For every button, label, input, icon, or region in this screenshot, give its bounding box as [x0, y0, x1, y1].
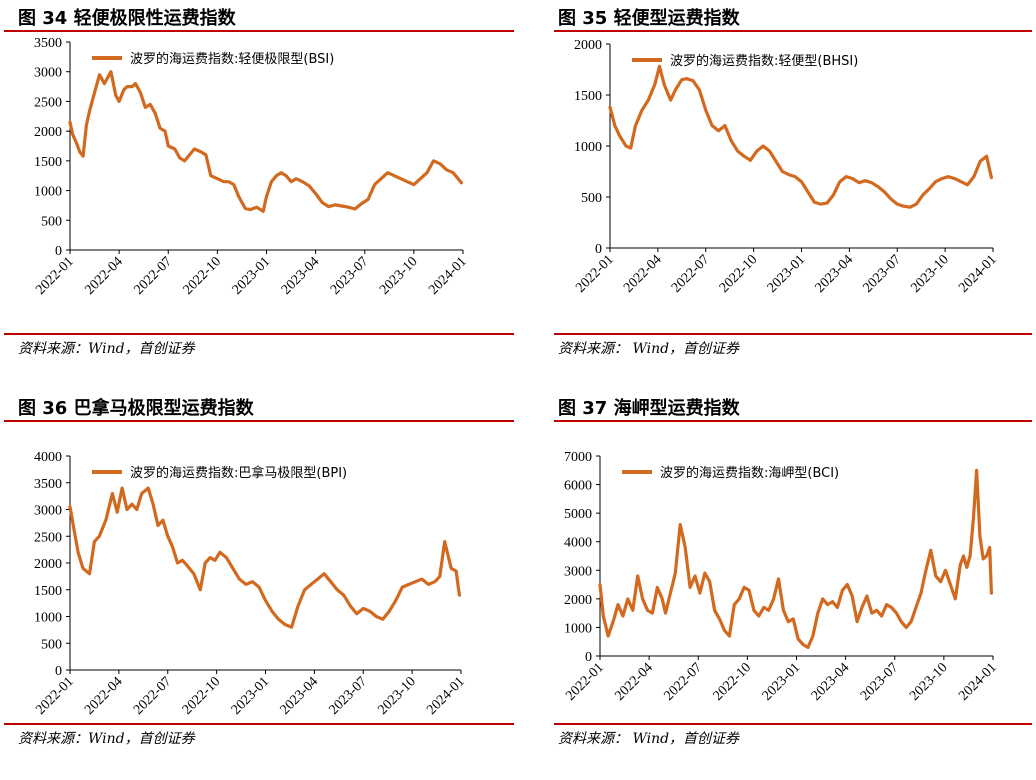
legend-label: 波罗的海运费指数:海岬型(BCI): [660, 465, 839, 481]
chart-title: 图 34 轻便极限性运费指数: [18, 8, 236, 29]
x-tick-label: 2022-07: [131, 674, 175, 718]
x-tick-label: 2024-01: [956, 252, 1000, 296]
y-tick-label: 3500: [34, 36, 62, 51]
x-tick-label: 2023-04: [279, 254, 323, 298]
x-tick-label: 2023-10: [377, 254, 421, 298]
y-tick-label: 4000: [34, 450, 62, 465]
series-line: [68, 70, 463, 213]
series-line: [68, 486, 461, 629]
x-tick-label: 2022-01: [573, 252, 617, 296]
title-rule: [4, 420, 514, 422]
x-tick-label: 2023-10: [375, 674, 419, 718]
x-tick-label: 2024-01: [424, 674, 468, 718]
x-tick-label: 2022-10: [711, 660, 755, 704]
chart-panel-bsi: 图 34 轻便极限性运费指数 0 500 1000 1500 2000 2500 3000 3…: [0, 0, 518, 390]
y-tick-label: 1000: [564, 621, 592, 636]
x-tick-label: 2023-10: [908, 252, 952, 296]
x-tick-label: 2024-01: [956, 660, 1000, 704]
y-tick-label: 3500: [34, 477, 62, 492]
y-tick-label: 2000: [34, 557, 62, 572]
title-rule: [554, 420, 1032, 422]
x-tick-label: 2023-01: [760, 660, 804, 704]
source-note: 资料来源：Wind，首创证券: [18, 731, 195, 747]
x-tick-label: 2022-07: [669, 252, 713, 296]
y-tick-label: 1500: [34, 584, 62, 599]
source-rule: [4, 333, 514, 335]
x-tick-label: 2023-07: [326, 674, 370, 718]
x-tick-label: 2023-10: [907, 660, 951, 704]
x-tick-label: 2023-07: [858, 660, 902, 704]
y-tick-label: 500: [41, 214, 62, 229]
y-tick-label: 4000: [564, 536, 592, 551]
x-tick-label: 2023-07: [860, 252, 904, 296]
y-tick-label: 1500: [34, 155, 62, 170]
x-tick-label: 2023-04: [278, 674, 322, 718]
y-tick-label: 1000: [574, 140, 602, 155]
y-tick-label: 2500: [34, 530, 62, 545]
chart-title: 图 36 巴拿马极限型运费指数: [18, 398, 254, 419]
source-note: 资料来源： Wind，首创证券: [558, 731, 740, 747]
chart-panel-bpi: 图 36 巴拿马极限型运费指数 0 500 1000 1500 2000 2500 3000…: [0, 390, 518, 780]
y-tick-label: 500: [41, 637, 62, 652]
chart-panel-bhsi: 图 35 轻便型运费指数 0 500 1000 1500 2000 2022-01 2022…: [518, 0, 1036, 390]
y-tick-label: 0: [55, 244, 62, 259]
x-tick-label: 2022-01: [33, 254, 77, 298]
y-tick-label: 3000: [564, 564, 592, 579]
y-tick-label: 0: [585, 650, 592, 665]
y-tick-label: 6000: [564, 479, 592, 494]
y-tick-label: 2500: [34, 95, 62, 110]
x-tick-label: 2023-01: [230, 254, 274, 298]
x-tick-label: 2022-04: [612, 660, 656, 704]
source-note: 资料来源： Wind，首创证券: [558, 341, 740, 357]
legend-label: 波罗的海运费指数:轻便型(BHSI): [670, 53, 858, 69]
x-tick-label: 2022-01: [33, 674, 77, 718]
x-tick-label: 2022-04: [82, 674, 126, 718]
source-note: 资料来源：Wind，首创证券: [18, 341, 195, 357]
x-tick-label: 2022-01: [563, 660, 607, 704]
x-tick-label: 2023-04: [813, 252, 857, 296]
x-tick-label: 2024-01: [426, 254, 470, 298]
x-tick-label: 2023-01: [229, 674, 273, 718]
chart-title: 图 37 海岬型运费指数: [558, 398, 740, 419]
x-tick-label: 2022-04: [621, 252, 665, 296]
y-tick-label: 500: [581, 191, 602, 206]
y-tick-label: 3000: [34, 66, 62, 81]
y-tick-label: 2000: [34, 125, 62, 140]
x-tick-label: 2022-10: [181, 254, 225, 298]
y-tick-label: 1000: [34, 611, 62, 626]
legend-label: 波罗的海运费指数:轻便极限型(BSI): [130, 51, 334, 67]
title-rule: [4, 30, 514, 32]
y-tick-label: 5000: [564, 507, 592, 522]
x-tick-label: 2023-07: [328, 254, 372, 298]
y-tick-label: 7000: [564, 450, 592, 465]
chart-panel-bci: 图 37 海岬型运费指数 0 1000 2000 3000 4000 5000 6000 70…: [518, 390, 1036, 780]
source-rule: [4, 723, 514, 725]
source-rule: [554, 723, 1032, 725]
legend-label: 波罗的海运费指数:巴拿马极限型(BPI): [130, 465, 347, 481]
y-tick-label: 2000: [564, 593, 592, 608]
y-tick-label: 3000: [34, 504, 62, 519]
x-tick-label: 2022-07: [661, 660, 705, 704]
series-line: [608, 64, 993, 209]
x-tick-label: 2022-10: [180, 674, 224, 718]
source-rule: [554, 333, 1032, 335]
y-tick-label: 1000: [34, 185, 62, 200]
y-tick-label: 2000: [574, 38, 602, 53]
series-line: [598, 468, 993, 649]
y-tick-label: 0: [595, 242, 602, 257]
chart-title: 图 35 轻便型运费指数: [558, 8, 740, 29]
x-tick-label: 2022-07: [131, 254, 175, 298]
y-tick-label: 1500: [574, 89, 602, 104]
x-tick-label: 2022-10: [717, 252, 761, 296]
x-tick-label: 2023-04: [809, 660, 853, 704]
y-tick-label: 0: [55, 664, 62, 679]
title-rule: [554, 30, 1032, 32]
x-tick-label: 2023-01: [765, 252, 809, 296]
x-tick-label: 2022-04: [82, 254, 126, 298]
